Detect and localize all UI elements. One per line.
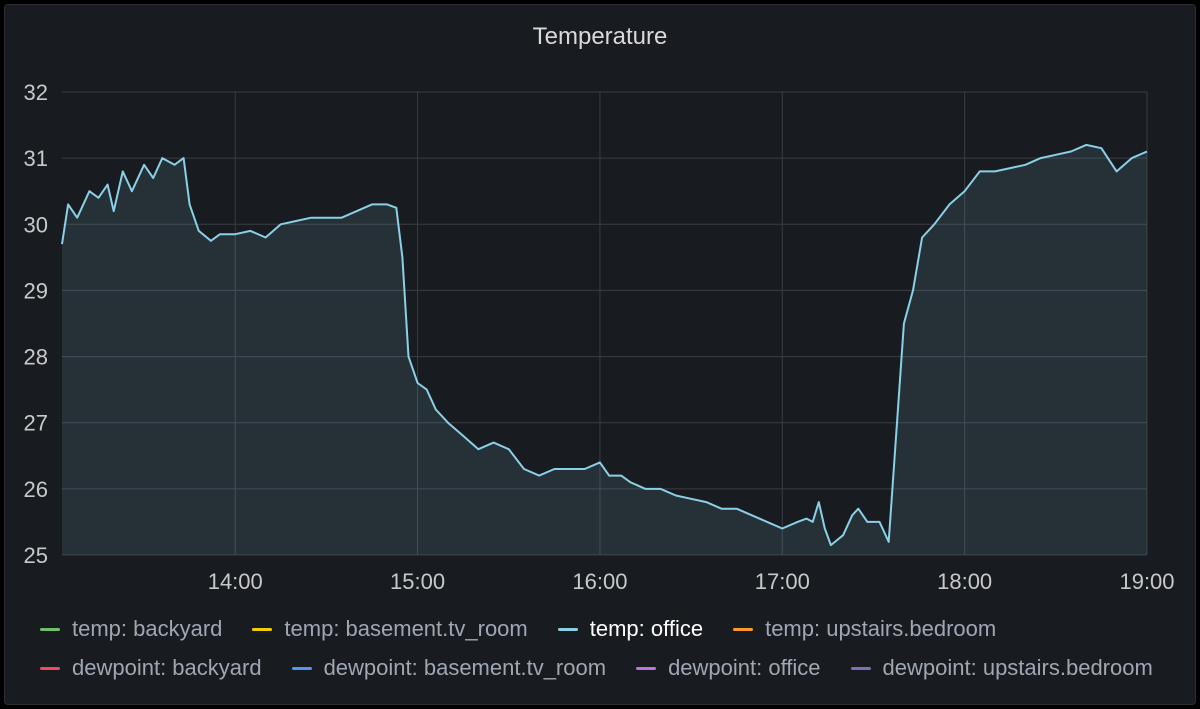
legend-label: dewpoint: upstairs.bedroom: [882, 655, 1153, 680]
y-tick-label: 32: [24, 80, 48, 105]
legend-label: temp: office: [589, 616, 704, 641]
legend-label: temp: backyard: [72, 616, 223, 641]
x-tick-label: 19:00: [1119, 569, 1174, 594]
x-tick-label: 16:00: [572, 569, 627, 594]
legend-label: dewpoint: basement.tv_room: [323, 655, 607, 680]
legend-item[interactable]: dewpoint: office: [636, 655, 821, 681]
y-tick-label: 30: [24, 212, 48, 237]
legend-item[interactable]: dewpoint: upstairs.bedroom: [850, 655, 1153, 681]
legend-row-2: dewpoint: backyard dewpoint: basement.tv_…: [40, 655, 1190, 681]
y-tick-label: 27: [24, 411, 48, 436]
y-tick-label: 28: [24, 345, 48, 370]
legend-swatch: [636, 666, 657, 670]
legend-swatch: [40, 627, 60, 631]
legend-item[interactable]: temp: backyard: [40, 616, 222, 642]
temperature-chart: 25 26 27 28 29 30 31 32 14:00 15:00 16:00 17:00 18:0…: [24, 80, 1175, 594]
legend-swatch: [40, 666, 60, 670]
y-tick-label: 25: [24, 543, 48, 568]
y-tick-label: 26: [24, 477, 48, 502]
legend-label: temp: upstairs.bedroom: [765, 616, 997, 641]
series-area-office: [62, 144, 1147, 555]
legend-item[interactable]: temp: office: [557, 616, 704, 642]
x-tick-label: 18:00: [937, 569, 992, 594]
legend-label: temp: basement.tv_room: [284, 616, 528, 641]
legend-swatch: [291, 666, 312, 670]
legend-row-1: temp: backyard temp: basement.tv_room temp…: [40, 616, 1190, 642]
x-tick-label: 15:00: [390, 569, 445, 594]
legend-label: dewpoint: office: [668, 655, 821, 680]
legend-item[interactable]: dewpoint: backyard: [40, 655, 262, 681]
legend-item[interactable]: dewpoint: basement.tv_room: [291, 655, 607, 681]
x-tick-label: 14:00: [208, 569, 263, 594]
y-tick-label: 31: [24, 146, 48, 171]
legend-item[interactable]: temp: basement.tv_room: [252, 616, 528, 642]
legend-item[interactable]: temp: upstairs.bedroom: [733, 616, 996, 642]
legend-swatch: [557, 627, 578, 631]
panel-title[interactable]: Temperature: [532, 23, 668, 50]
legend-label: dewpoint: backyard: [72, 655, 262, 680]
series-line-office: [61, 143, 1148, 547]
legend-swatch: [850, 666, 871, 670]
y-tick-label: 29: [24, 278, 48, 303]
legend-swatch: [733, 627, 754, 631]
x-tick-label: 17:00: [755, 569, 810, 594]
legend-swatch: [252, 627, 273, 631]
